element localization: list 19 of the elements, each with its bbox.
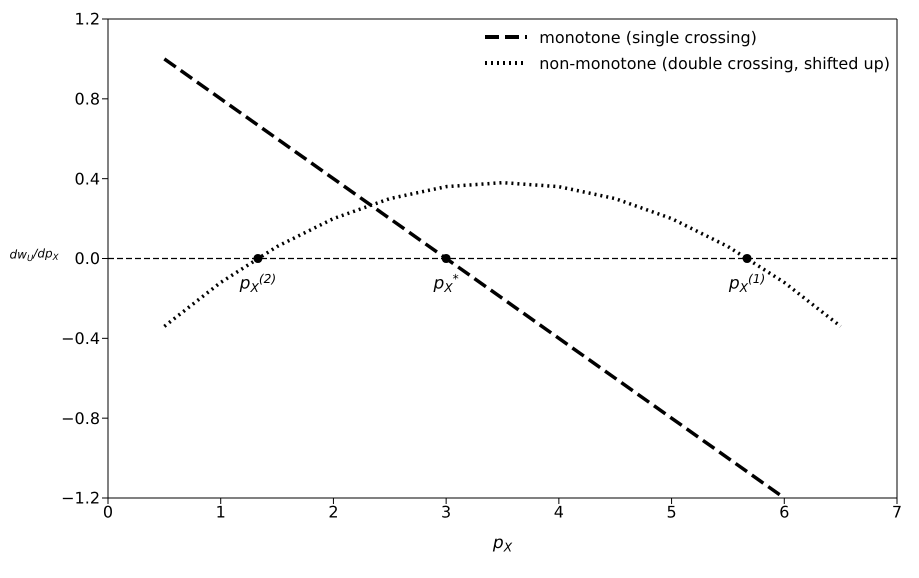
x-axis-title: p$_{X}$	[492, 533, 513, 555]
x-tick-label: 5	[666, 502, 677, 522]
x-tick-label: 3	[441, 502, 452, 522]
y-tick-label: 0.4	[74, 169, 100, 188]
x-tick-label: 2	[328, 502, 339, 522]
legend-label: non-monotone (double crossing, shifted up)	[539, 54, 890, 72]
y-axis-title: dw$_{U}$/dp$_{X}$	[10, 246, 60, 264]
y-tick-label: 0.0	[74, 249, 100, 268]
x-tick-label: 7	[892, 502, 902, 522]
y-tick-label: −1.2	[61, 488, 100, 508]
y-tick-label: −0.4	[61, 329, 100, 348]
x-tick-label: 4	[554, 502, 564, 522]
x-tick-label: 0	[102, 502, 114, 522]
y-tick-label: −0.8	[61, 408, 100, 428]
y-tick-label: 1.2	[74, 10, 100, 29]
x-tick-label: 6	[779, 502, 790, 522]
x-tick-label: 1	[216, 502, 226, 522]
legend-label: monotone (single crossing)	[539, 28, 757, 46]
y-tick-label: 0.8	[74, 90, 100, 109]
